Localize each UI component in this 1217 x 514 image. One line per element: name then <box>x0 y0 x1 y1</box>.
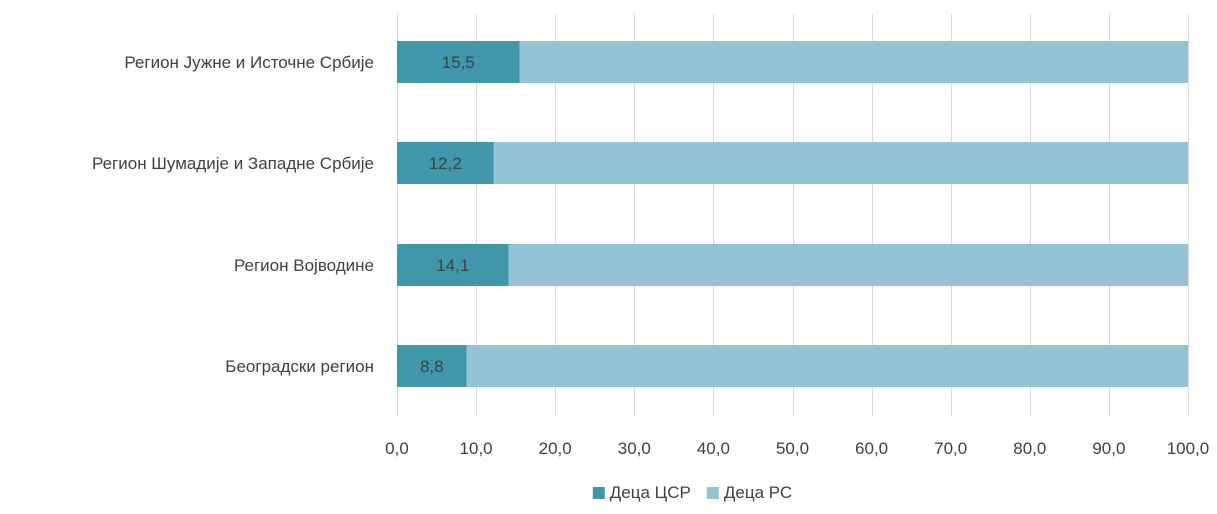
legend-label: Деца ЦСР <box>610 483 691 502</box>
category-label: Регион Шумадије и Западне Србије <box>92 154 374 173</box>
bar-segment <box>397 142 494 184</box>
x-tick-label: 80,0 <box>1013 439 1046 458</box>
x-tick-label: 10,0 <box>460 439 493 458</box>
bar-segment <box>466 345 1188 387</box>
x-tick-label: 20,0 <box>539 439 572 458</box>
bar-segment <box>493 142 1188 184</box>
x-tick-label: 90,0 <box>1092 439 1125 458</box>
legend-label: Деца РС <box>724 483 792 502</box>
x-tick-label: 70,0 <box>934 439 967 458</box>
x-tick-label: 50,0 <box>776 439 809 458</box>
category-label: Београдски регион <box>225 357 374 376</box>
x-tick-label: 30,0 <box>618 439 651 458</box>
data-label: 14,1 <box>436 256 469 275</box>
data-label: 12,2 <box>429 154 462 173</box>
legend-swatch <box>592 487 605 499</box>
data-label: 15,5 <box>442 53 475 72</box>
x-tick-label: 60,0 <box>855 439 888 458</box>
bars: 15,5 12,2 14,1 8,8 <box>397 41 1188 387</box>
legend: Деца ЦСР Деца РС <box>592 483 792 502</box>
category-label: Регион Јужне и Источне Србије <box>124 53 374 72</box>
legend-swatch <box>706 487 719 499</box>
x-tick-label: 40,0 <box>697 439 730 458</box>
bar-segment <box>397 345 467 387</box>
x-tick-label: 100,0 <box>1167 439 1210 458</box>
category-labels: Регион Јужне и Источне Србије Регион Шума… <box>92 53 374 376</box>
data-label: 8,8 <box>420 357 444 376</box>
bar-segment <box>519 41 1188 83</box>
x-axis-tick-labels: 0,0 10,0 20,0 30,0 40,0 50,0 60,0 70,0 80,0 90,0 1… <box>385 439 1209 458</box>
bar-segment <box>508 244 1188 286</box>
bar-segment <box>397 244 509 286</box>
bar-segment <box>397 41 520 83</box>
x-tick-label: 0,0 <box>385 439 409 458</box>
category-label: Регион Војводине <box>234 256 374 275</box>
